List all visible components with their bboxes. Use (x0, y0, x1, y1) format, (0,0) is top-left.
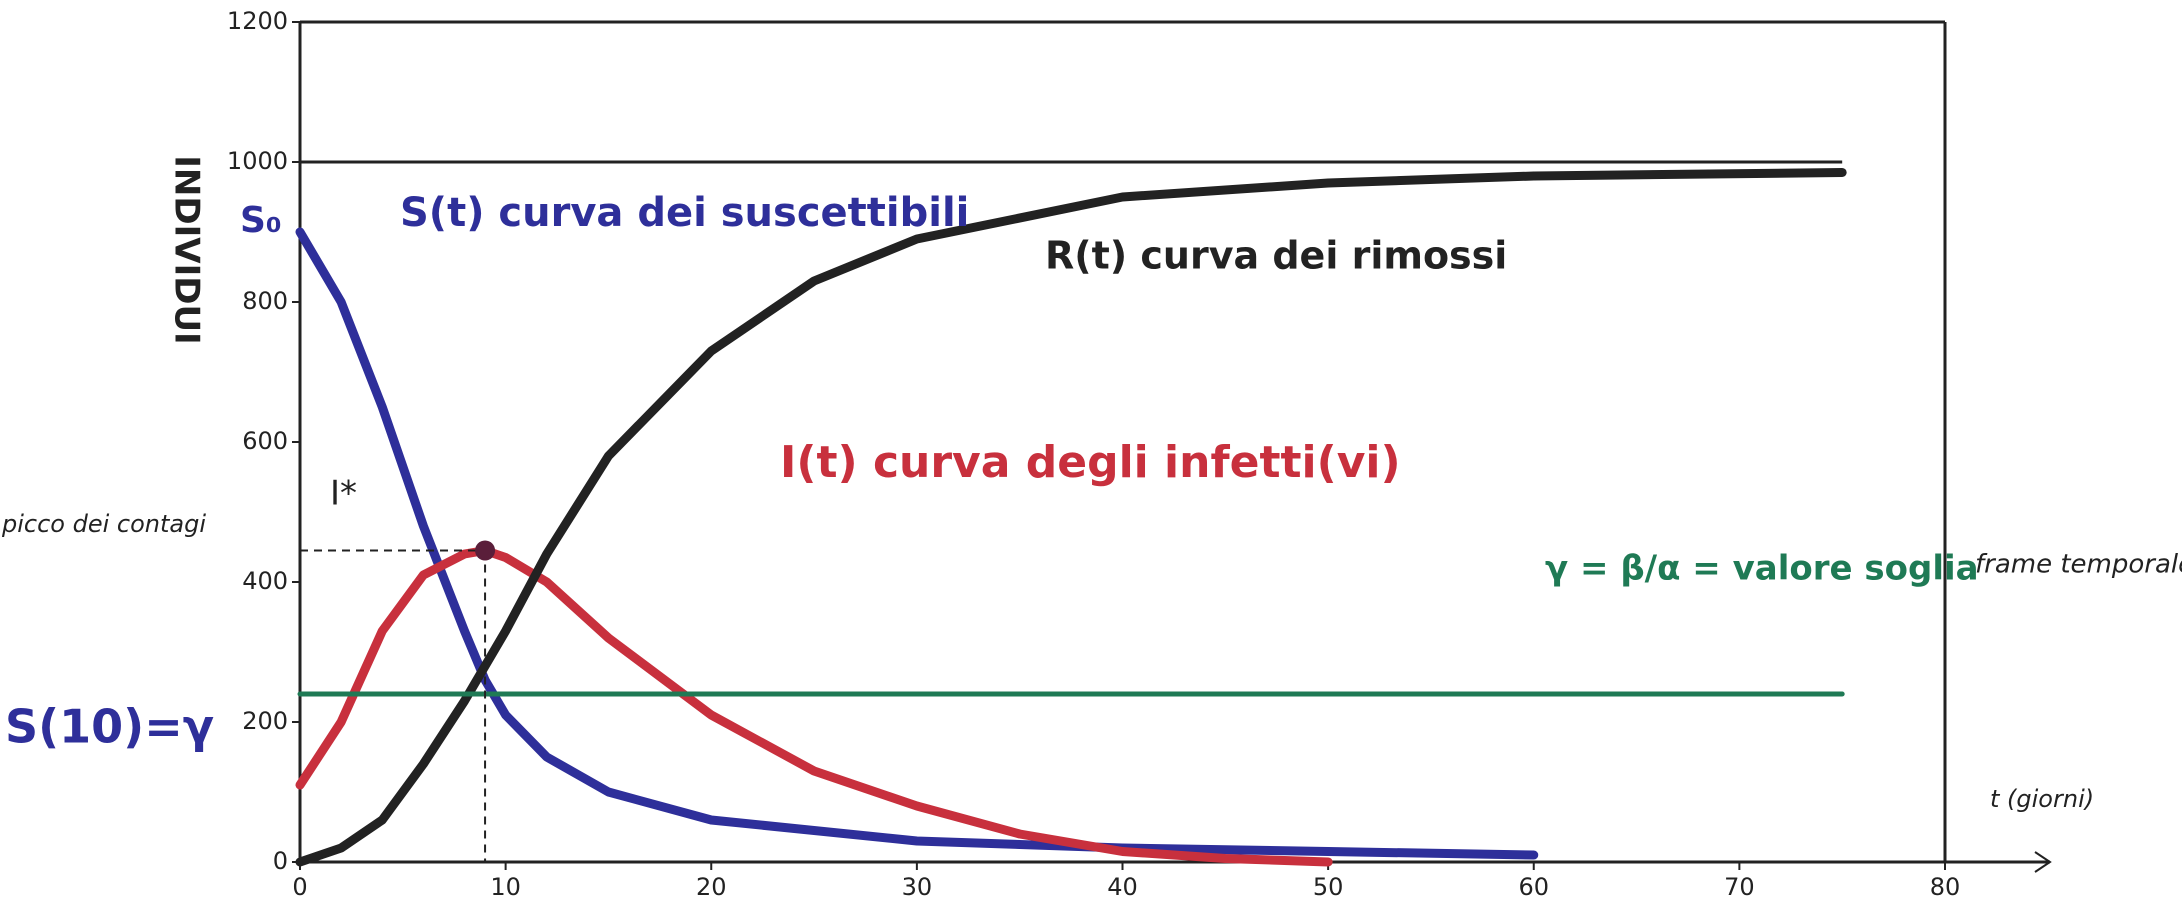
y-tick-label: 800 (242, 287, 288, 315)
x-tick-label: 10 (490, 873, 521, 901)
series-label: I(t) curva degli infetti(vi) (780, 437, 1401, 488)
y-tick-label: 200 (242, 707, 288, 735)
x-tick-label: 40 (1107, 873, 1138, 901)
y-tick-label: 600 (242, 427, 288, 455)
y-tick-label: 1000 (227, 147, 288, 175)
series-label: γ = β/α = valore soglia (1545, 549, 1979, 589)
annotation: S₀ (240, 200, 282, 241)
x-tick-label: 80 (1930, 873, 1961, 901)
annotation: S(10)=γ (5, 700, 214, 754)
x-tick-label: 50 (1313, 873, 1344, 901)
y-axis-label: INDIVIDUI (167, 155, 207, 344)
x-axis-label: t (giorni) (1990, 785, 2094, 813)
x-tick-label: 20 (696, 873, 727, 901)
chart: INDIVIDUI t (giorni) 0200400600800100012… (0, 0, 2182, 906)
series-label: R(t) curva dei rimossi (1045, 234, 1507, 278)
y-tick-label: 400 (242, 567, 288, 595)
peak-point (475, 541, 495, 561)
series-label: S(t) curva dei suscettibili (400, 190, 969, 236)
x-tick-label: 0 (292, 873, 307, 901)
x-tick-label: 30 (902, 873, 933, 901)
annotation: frame temporale di 80gg. (1975, 550, 2182, 580)
x-tick-label: 60 (1518, 873, 1549, 901)
y-tick-label: 1200 (227, 7, 288, 35)
y-tick-label: 0 (273, 847, 288, 875)
peak-label: picco dei contagi (1, 510, 206, 538)
x-tick-label: 70 (1724, 873, 1755, 901)
peak-symbol: I* (330, 474, 357, 514)
